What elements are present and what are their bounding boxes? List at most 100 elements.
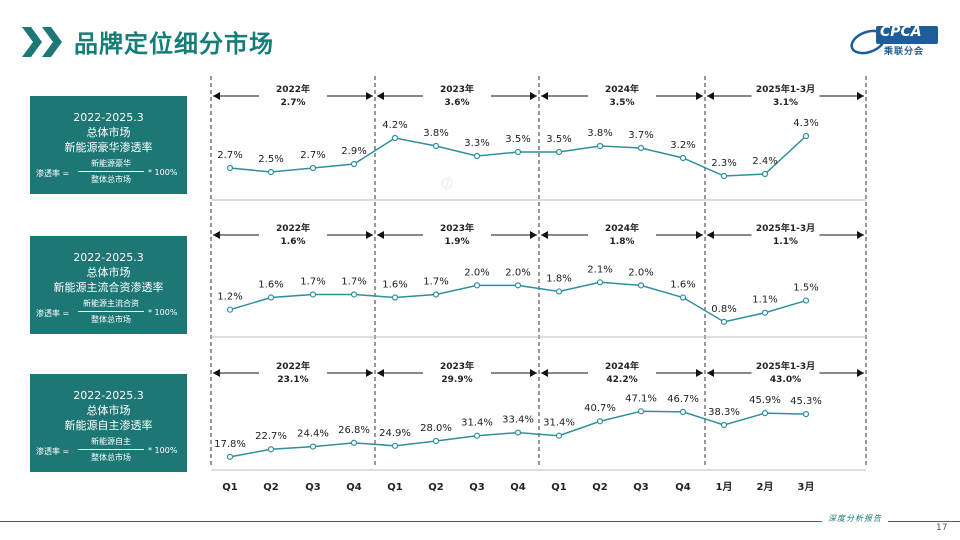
data-label: 33.4% (502, 415, 534, 426)
period-value: 1.1% (773, 237, 798, 247)
data-point (350, 439, 358, 446)
arrow-left-icon (377, 231, 384, 239)
data-point (514, 282, 522, 289)
data-point (473, 152, 481, 160)
logo-text: CPCA (880, 24, 922, 40)
data-label: 24.4% (297, 429, 329, 440)
data-label: 2.0% (628, 267, 653, 278)
box-line3: 新能源豪华渗透率 (64, 141, 153, 154)
data-point (432, 291, 440, 298)
data-label: 22.7% (255, 431, 287, 442)
formula-left: 渗透率 = (36, 309, 70, 318)
data-point (267, 168, 275, 176)
data-label: 1.7% (423, 276, 448, 287)
data-point (555, 288, 563, 295)
data-point (802, 297, 810, 304)
arrow-left-icon (707, 92, 714, 100)
formula-left: 渗透率 = (36, 169, 70, 178)
period-year: 2025年1-3月 (756, 83, 815, 95)
arrow-left-icon (541, 369, 548, 377)
data-point (350, 291, 358, 298)
data-label: 40.7% (584, 403, 616, 414)
period-value: 3.1% (773, 98, 798, 108)
data-point (309, 164, 317, 172)
formula-right: * 100% (148, 446, 178, 455)
data-label: 4.2% (382, 120, 407, 131)
arrow-right-icon (366, 369, 373, 377)
x-tick-label: Q1 (551, 482, 567, 493)
formula-bar (78, 311, 144, 312)
period-value: 29.9% (441, 375, 472, 385)
arrow-left-icon (213, 92, 220, 100)
data-point (391, 134, 399, 142)
footer-line (0, 521, 960, 522)
arrow-right-icon (857, 231, 864, 239)
data-point (514, 148, 522, 156)
data-label: 3.5% (546, 134, 571, 145)
box-line1: 2022-2025.3 (73, 251, 144, 264)
data-point (226, 164, 234, 172)
box-line2: 总体市场 (86, 126, 131, 139)
data-label: 2.0% (505, 267, 530, 278)
panel-box-domestic: 2022-2025.3 总体市场 新能源自主渗透率 渗透率 = 新能源自主 整体… (30, 374, 187, 472)
x-tick-label: Q4 (510, 482, 526, 493)
arrow-left-icon (377, 92, 384, 100)
formula-left: 渗透率 = (36, 447, 70, 456)
arrow-right-icon (857, 92, 864, 100)
logo-subtext: 乘联分会 (884, 47, 925, 57)
data-label: 46.7% (667, 394, 699, 405)
box-line2: 总体市场 (86, 404, 131, 417)
formula-right: * 100% (148, 308, 178, 317)
arrow-left-icon (213, 369, 220, 377)
data-point (432, 437, 440, 445)
x-tick-label: Q1 (387, 482, 403, 493)
period-value: 2.7% (281, 98, 306, 108)
formula-bar (78, 171, 144, 172)
data-point (267, 446, 275, 453)
x-tick-label: 2月 (757, 481, 774, 493)
data-label: 2.4% (752, 156, 777, 167)
data-point (514, 429, 522, 436)
data-label: 31.4% (461, 418, 493, 429)
data-point (555, 432, 563, 439)
formula-denominator: 整体总市场 (91, 453, 131, 462)
period-value: 1.8% (610, 237, 635, 247)
data-label: 1.8% (546, 273, 571, 284)
arrow-left-icon (707, 231, 714, 239)
period-value: 1.9% (445, 237, 470, 247)
data-label: 1.2% (217, 292, 242, 303)
data-label: 3.8% (587, 128, 612, 139)
formula-right: * 100% (148, 168, 178, 177)
data-label: 1.6% (258, 280, 283, 291)
data-label: 47.1% (625, 393, 657, 404)
period-year: 2023年 (440, 83, 474, 95)
period-value: 23.1% (277, 375, 308, 385)
data-point (226, 453, 234, 460)
page-number: 17 (936, 523, 948, 533)
data-point (720, 172, 728, 180)
arrow-right-icon (696, 92, 703, 100)
arrow-right-icon (366, 231, 373, 239)
data-label: 1.1% (752, 295, 777, 306)
data-point (761, 309, 769, 316)
data-point (596, 142, 604, 150)
x-tick-label: Q3 (469, 482, 485, 493)
data-point (350, 160, 358, 168)
period-year: 2022年 (276, 360, 310, 372)
x-tick-label: Q2 (592, 482, 608, 493)
data-point (473, 282, 481, 289)
period-value: 42.2% (606, 375, 637, 385)
data-label: 2.0% (464, 267, 489, 278)
arrow-left-icon (541, 231, 548, 239)
data-point (309, 291, 317, 298)
box-line1: 2022-2025.3 (73, 111, 144, 124)
formula-numerator: 新能源豪华 (91, 159, 131, 168)
data-label: 2.5% (258, 154, 283, 165)
data-label: 3.5% (505, 134, 530, 145)
data-label: 24.9% (379, 428, 411, 439)
data-point (720, 421, 728, 429)
data-label: 0.8% (711, 304, 736, 315)
data-point (596, 418, 604, 425)
x-tick-label: Q4 (346, 482, 362, 493)
period-value: 3.5% (610, 98, 635, 108)
